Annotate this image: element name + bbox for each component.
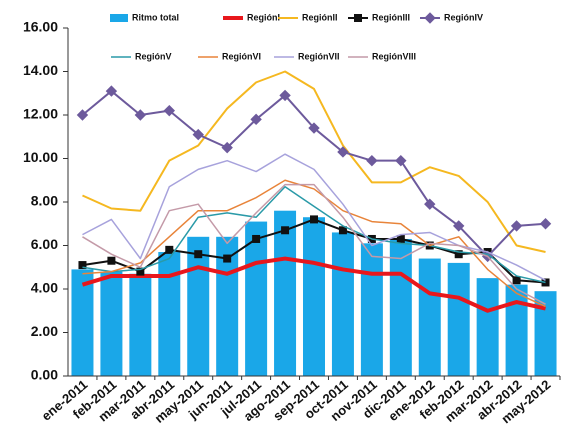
bar [158, 252, 181, 376]
y-tick-label: 6.00 [31, 236, 58, 252]
point-marker [395, 154, 407, 167]
legend-label: RegiónIV [444, 12, 483, 22]
bar [418, 258, 441, 376]
bar [389, 238, 412, 376]
legend-label: RegiónVII [298, 51, 340, 61]
point-marker [424, 198, 436, 210]
y-tick-label: 2.00 [31, 323, 58, 339]
legend-label: RegiónI [247, 12, 280, 22]
point-marker [366, 154, 378, 167]
y-tick-label: 0.00 [31, 367, 58, 383]
legend-label: Ritmo total [132, 12, 179, 22]
point-marker [250, 113, 262, 126]
line [82, 70, 546, 254]
bar [100, 271, 123, 376]
bar [71, 269, 94, 376]
point-marker [308, 122, 320, 134]
legend-label: RegiónVIII [372, 51, 416, 61]
point-marker [512, 276, 521, 285]
point-marker [279, 89, 291, 102]
legend-label: RegiónVI [222, 51, 261, 61]
point-marker [221, 141, 233, 154]
y-tick-label: 10.00 [23, 149, 58, 165]
y-tick-label: 12.00 [23, 106, 58, 122]
bar [447, 262, 470, 376]
bar [360, 243, 383, 376]
point-marker [192, 128, 204, 141]
bar [303, 217, 325, 376]
point-marker [163, 104, 176, 117]
point-marker [107, 256, 116, 265]
point-marker [165, 245, 174, 254]
bar [476, 278, 499, 376]
point-marker [337, 146, 349, 158]
point-marker [452, 220, 465, 232]
line [82, 186, 546, 284]
y-tick-label: 14.00 [23, 62, 58, 78]
line [82, 183, 546, 305]
point-marker [539, 218, 552, 230]
bar [505, 284, 528, 376]
y-tick-label: 4.00 [31, 280, 58, 296]
legend-marker [354, 14, 362, 22]
bar [534, 291, 557, 376]
line [82, 153, 546, 281]
bar [274, 210, 297, 376]
point-marker [134, 109, 147, 121]
bar [331, 232, 354, 376]
point-marker [310, 215, 318, 224]
point-marker [281, 226, 290, 235]
line [81, 256, 546, 313]
point-marker [105, 85, 118, 97]
point-marker [223, 254, 232, 263]
legend-swatch [110, 14, 128, 22]
point-marker [78, 261, 87, 270]
legend-label: RegiónIII [372, 12, 410, 22]
point-marker [454, 250, 463, 259]
point-marker [136, 267, 145, 276]
point-marker [252, 234, 261, 243]
point-marker [194, 250, 203, 259]
point-marker [396, 234, 405, 243]
point-marker [510, 220, 523, 232]
point-marker [338, 226, 347, 235]
legend-label: RegiónV [135, 51, 172, 61]
point-marker [76, 109, 89, 121]
y-tick-label: 16.00 [23, 19, 58, 35]
bar [129, 273, 152, 376]
bar [187, 236, 210, 376]
y-tick-label: 8.00 [31, 193, 58, 209]
legend-label: RegiónII [302, 12, 338, 22]
legend-marker [424, 12, 436, 24]
